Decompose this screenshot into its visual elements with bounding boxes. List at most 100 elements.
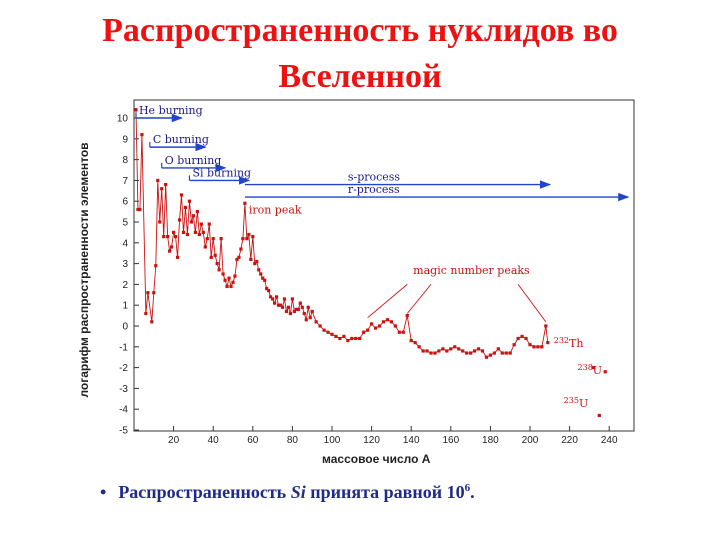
data-point — [183, 205, 188, 210]
data-point — [259, 272, 263, 276]
data-point — [274, 295, 279, 299]
data-point — [152, 291, 156, 295]
data-point — [249, 257, 253, 262]
bullet-exponent: 6 — [464, 482, 471, 494]
data-point — [229, 284, 233, 289]
y-tick-label: 6 — [122, 197, 128, 208]
data-point — [177, 218, 182, 222]
data-point — [231, 280, 235, 284]
process-arrow-label: He burning — [139, 104, 203, 117]
data-point — [233, 274, 237, 278]
data-point — [425, 349, 429, 353]
data-point — [144, 311, 148, 316]
data-point — [488, 353, 492, 357]
data-point — [150, 320, 154, 324]
data-point — [261, 276, 265, 280]
data-point — [322, 328, 326, 332]
data-point — [134, 108, 138, 112]
x-tick-label: 80 — [287, 435, 299, 446]
data-point — [310, 309, 314, 314]
y-tick-label: -4 — [119, 405, 128, 416]
y-tick-label: 2 — [122, 280, 128, 291]
data-point — [209, 255, 213, 259]
data-point — [528, 343, 532, 347]
data-point — [334, 334, 338, 338]
data-point — [162, 234, 166, 239]
isotope-symbol: U — [579, 397, 588, 410]
slide-title: Распространенность нуклидов во Вселенной — [0, 8, 720, 100]
data-point — [298, 301, 302, 305]
data-point — [211, 237, 215, 241]
data-point — [453, 345, 457, 349]
data-point — [397, 330, 401, 334]
data-point — [269, 295, 273, 299]
data-point — [433, 351, 437, 355]
data-point — [437, 349, 441, 353]
data-point — [536, 345, 540, 349]
isotope-mass: 232 — [554, 336, 569, 345]
data-point — [257, 268, 261, 272]
data-point — [603, 370, 607, 374]
isotope-symbol: Th — [569, 337, 583, 350]
data-point — [516, 336, 520, 341]
data-point — [172, 230, 176, 234]
x-tick-label: 20 — [168, 435, 180, 446]
data-point — [294, 307, 298, 311]
isotope-label: 235U — [564, 396, 589, 410]
data-point — [284, 309, 289, 314]
data-point — [239, 247, 243, 251]
data-point — [205, 237, 209, 241]
data-point — [282, 297, 287, 301]
process-arrow-label: Si burning — [192, 166, 251, 179]
x-tick-label: 180 — [482, 435, 499, 446]
data-point — [304, 318, 308, 322]
data-point — [213, 253, 217, 257]
data-point — [164, 182, 168, 187]
data-point — [389, 320, 393, 324]
data-point — [461, 349, 465, 353]
data-point — [346, 338, 350, 343]
data-point — [215, 262, 219, 266]
data-point — [146, 291, 150, 295]
y-tick-label: 8 — [122, 155, 128, 166]
data-point — [308, 316, 312, 320]
bullet-symbol: • — [100, 482, 107, 502]
data-point — [520, 334, 524, 338]
data-point — [381, 320, 386, 324]
isotope-label: 238U — [578, 363, 603, 377]
data-point — [181, 230, 186, 234]
data-point — [170, 245, 174, 249]
data-point — [540, 345, 544, 349]
y-tick-label: -2 — [119, 363, 128, 374]
data-point — [290, 297, 294, 301]
data-point — [445, 349, 449, 353]
x-tick-label: 220 — [561, 435, 578, 446]
x-axis-label: массовое число A — [322, 452, 431, 466]
data-point — [292, 309, 296, 314]
x-tick-label: 40 — [208, 435, 220, 446]
data-point — [160, 187, 164, 191]
data-point — [158, 220, 162, 224]
data-point — [286, 305, 291, 309]
data-point — [156, 178, 160, 182]
data-point — [288, 311, 293, 316]
y-tick-label: 9 — [122, 134, 128, 145]
data-point — [508, 351, 512, 355]
data-point — [338, 336, 342, 341]
y-tick-label: 1 — [122, 301, 128, 312]
data-point — [166, 234, 170, 239]
data-point — [235, 257, 239, 262]
y-tick-label: -3 — [119, 384, 128, 395]
data-point — [469, 351, 473, 355]
data-point — [413, 341, 417, 345]
data-point — [154, 264, 158, 268]
data-point — [201, 230, 205, 234]
data-point — [185, 232, 190, 237]
data-point — [314, 320, 318, 324]
data-point — [195, 210, 199, 214]
y-tick-label: -1 — [119, 342, 128, 353]
data-point — [191, 214, 195, 218]
data-point — [362, 330, 366, 334]
data-point — [524, 336, 528, 341]
data-point — [207, 222, 211, 226]
